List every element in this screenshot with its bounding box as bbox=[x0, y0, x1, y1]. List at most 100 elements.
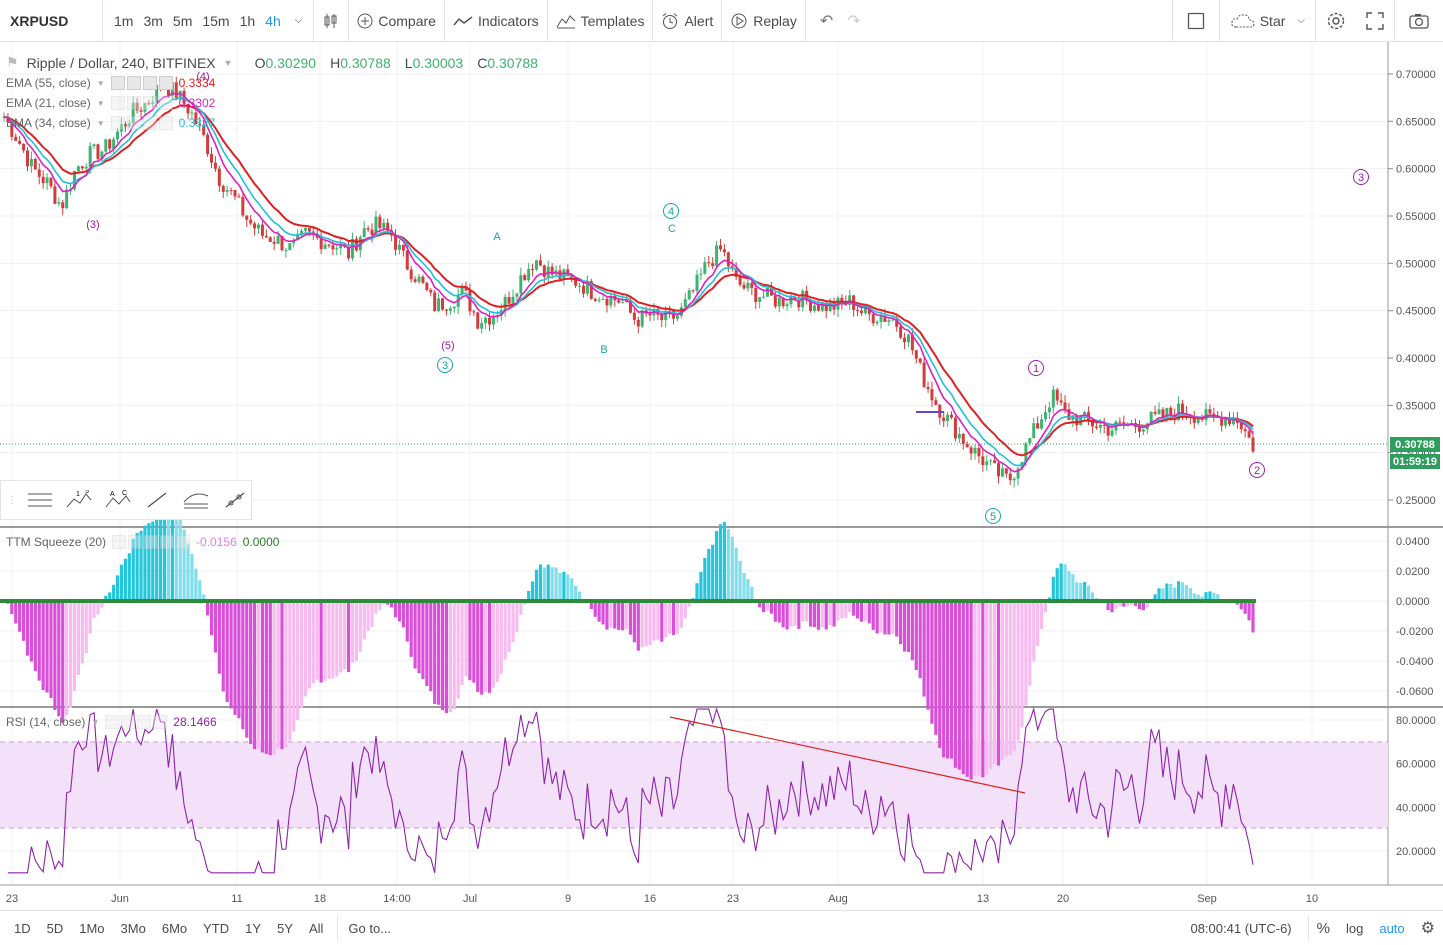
rsi-trendline[interactable] bbox=[669, 716, 1026, 794]
range-5y[interactable]: 5Y bbox=[277, 920, 293, 936]
range-1y[interactable]: 1Y bbox=[245, 920, 262, 936]
save-cloud-button[interactable]: Star ⌵ bbox=[1220, 0, 1315, 42]
interval-3m[interactable]: 3m bbox=[143, 12, 163, 29]
eye-icon[interactable] bbox=[110, 96, 125, 110]
interval-1h[interactable]: 1h bbox=[239, 12, 256, 29]
more-icon[interactable] bbox=[142, 96, 157, 110]
ema21-legend[interactable]: EMA (21, close) ▼ 0.3302 bbox=[6, 96, 215, 110]
templates-button[interactable]: Templates bbox=[548, 0, 653, 42]
ema-line-55[interactable] bbox=[3, 104, 1254, 457]
interval-5m[interactable]: 5m bbox=[172, 12, 193, 29]
more-icon[interactable] bbox=[144, 535, 159, 549]
rsi-legend[interactable]: RSI (14, close) ▼ 28.1466 bbox=[6, 715, 217, 729]
range-5d[interactable]: 5D bbox=[46, 920, 64, 936]
ema55-controls[interactable] bbox=[110, 76, 173, 90]
ttm-bar bbox=[284, 601, 288, 748]
range-1d[interactable]: 1D bbox=[14, 920, 31, 936]
range-6mo[interactable]: 6Mo bbox=[161, 920, 188, 936]
ema55-legend[interactable]: EMA (55, close) ▼ 0.3334 bbox=[6, 76, 215, 90]
ema34-controls[interactable] bbox=[110, 116, 173, 130]
interval-15m[interactable]: 15m bbox=[202, 12, 230, 29]
candle-body bbox=[378, 216, 382, 229]
gear-icon[interactable] bbox=[126, 96, 141, 110]
symbol-search[interactable]: XRPUSD bbox=[10, 12, 69, 29]
chevron-down-icon[interactable]: ▼ bbox=[223, 57, 233, 68]
alert-button[interactable]: Alert bbox=[653, 0, 721, 42]
trendline-tool[interactable] bbox=[140, 485, 173, 515]
chevron-down-icon[interactable]: ▼ bbox=[91, 717, 100, 727]
more-icon[interactable] bbox=[142, 116, 157, 130]
replay-button[interactable]: Replay bbox=[722, 0, 805, 42]
ttm-bar bbox=[992, 601, 997, 765]
ema-line-21[interactable] bbox=[3, 92, 1254, 473]
drag-handle[interactable]: ⋮ bbox=[7, 494, 17, 506]
add-icon[interactable] bbox=[160, 535, 175, 549]
candle-body bbox=[174, 82, 178, 98]
indicators-button[interactable]: Indicators bbox=[445, 0, 547, 42]
close-icon[interactable] bbox=[158, 116, 173, 130]
gear-icon[interactable] bbox=[128, 535, 143, 549]
eye-icon[interactable] bbox=[112, 535, 127, 549]
compare-button[interactable]: Compare bbox=[349, 0, 444, 42]
svg-text:C: C bbox=[122, 490, 127, 497]
chevron-down-icon[interactable]: ▼ bbox=[96, 98, 105, 108]
range-all[interactable]: All bbox=[308, 920, 324, 936]
settings-button[interactable] bbox=[1316, 0, 1356, 42]
chart-type-button[interactable] bbox=[314, 0, 348, 42]
ttm-controls[interactable] bbox=[112, 535, 191, 549]
close-icon[interactable] bbox=[153, 715, 168, 729]
gear-icon[interactable] bbox=[121, 715, 136, 729]
layout-button[interactable] bbox=[1173, 0, 1219, 42]
gear-icon[interactable]: ⚙ bbox=[1420, 920, 1435, 937]
screenshot-button[interactable] bbox=[1395, 0, 1443, 42]
chevron-down-icon[interactable]: ▼ bbox=[96, 78, 105, 88]
redo-button[interactable]: ↷ bbox=[839, 0, 868, 42]
legend-title[interactable]: Ripple / Dollar, 240, BITFINEX bbox=[26, 54, 216, 71]
ttm-bar bbox=[198, 580, 202, 601]
close-icon[interactable] bbox=[158, 76, 173, 90]
percent-toggle[interactable]: % bbox=[1316, 919, 1330, 937]
ema21-controls[interactable] bbox=[110, 96, 173, 110]
clock-time[interactable]: 08:00:41 (UTC-6) bbox=[1190, 920, 1292, 936]
eye-icon[interactable] bbox=[110, 76, 125, 90]
interval-1m[interactable]: 1m bbox=[114, 12, 134, 29]
eye-icon[interactable] bbox=[105, 715, 120, 729]
ttm-bar bbox=[738, 560, 742, 601]
interval-4h[interactable]: 4h bbox=[265, 12, 281, 29]
gear-icon[interactable] bbox=[126, 116, 141, 130]
fullscreen-button[interactable] bbox=[1356, 0, 1394, 42]
ttm-legend[interactable]: TTM Squeeze (20) -0.0156 0.0000 bbox=[6, 535, 279, 549]
fib-tool[interactable] bbox=[179, 485, 212, 515]
range-3mo[interactable]: 3Mo bbox=[120, 920, 146, 936]
divider bbox=[1218, 0, 1220, 42]
ttm-bar bbox=[29, 601, 34, 662]
add-icon[interactable] bbox=[137, 715, 152, 729]
interval-dropdown-chevron-icon[interactable]: ⌵ bbox=[294, 15, 303, 26]
close-icon[interactable] bbox=[176, 535, 191, 549]
range-ytd[interactable]: YTD bbox=[203, 920, 230, 936]
ttm-bar bbox=[836, 601, 840, 621]
ema-line-34[interactable] bbox=[3, 96, 1254, 467]
price-chart[interactable]: 0.70000 0.65000 0.60000 0.55000 0.50000 0.450… bbox=[0, 42, 1443, 910]
auto-toggle[interactable]: auto bbox=[1379, 920, 1405, 936]
measure-tool[interactable] bbox=[218, 485, 251, 515]
eye-icon[interactable] bbox=[110, 116, 125, 130]
rsi-line[interactable] bbox=[7, 706, 1254, 874]
flag-icon[interactable]: ⚑ bbox=[6, 54, 19, 70]
close-label: C bbox=[477, 54, 488, 71]
close-icon[interactable] bbox=[158, 96, 173, 110]
ema34-legend[interactable]: EMA (34, close) ▼ 0.3327 bbox=[6, 116, 215, 130]
rsi-tick-label: 60.0000 bbox=[1396, 759, 1436, 771]
horizontal-lines-tool[interactable] bbox=[23, 485, 56, 515]
more-icon[interactable] bbox=[142, 76, 157, 90]
undo-button[interactable]: ↶ bbox=[806, 0, 839, 42]
gear-icon[interactable] bbox=[126, 76, 141, 90]
range-1mo[interactable]: 1Mo bbox=[79, 920, 105, 936]
log-toggle[interactable]: log bbox=[1345, 920, 1364, 936]
rsi-controls[interactable] bbox=[105, 715, 168, 729]
ttm-bar bbox=[229, 601, 233, 709]
chevron-down-icon[interactable]: ▼ bbox=[96, 118, 105, 128]
goto-button[interactable]: Go to... bbox=[348, 920, 392, 936]
